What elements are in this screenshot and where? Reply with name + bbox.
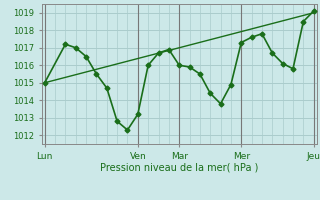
X-axis label: Pression niveau de la mer( hPa ): Pression niveau de la mer( hPa ) (100, 162, 258, 172)
